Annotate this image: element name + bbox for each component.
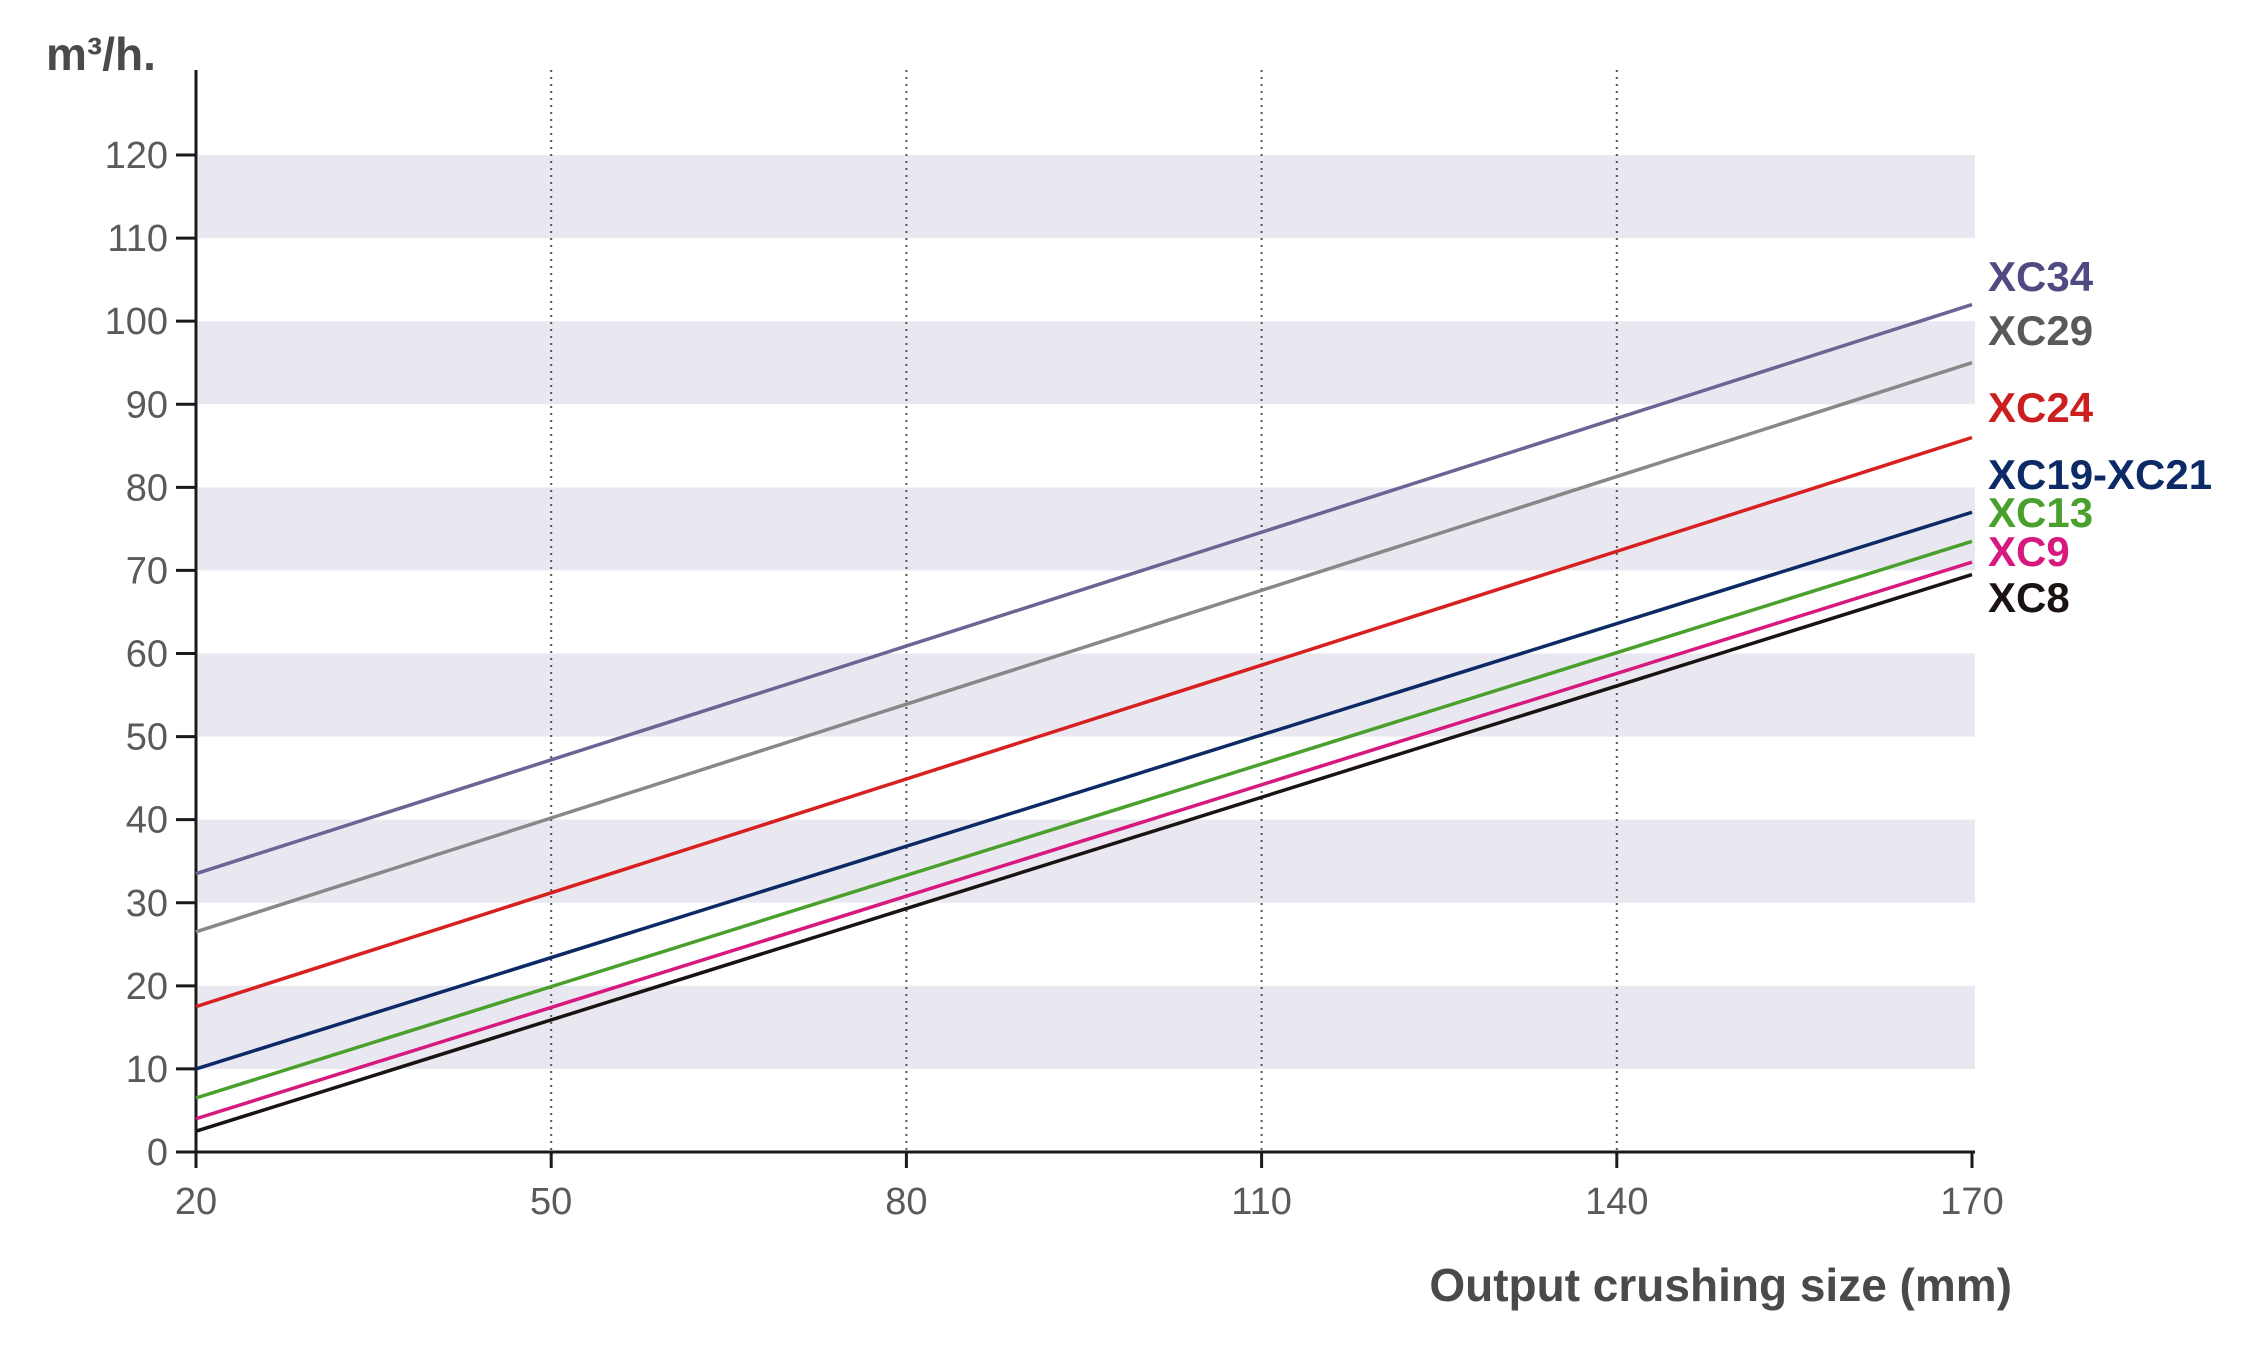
series-label-xc13: XC13 <box>1988 489 2093 536</box>
grid-band <box>198 487 1975 571</box>
y-tick-label: 120 <box>105 135 168 177</box>
grid-band <box>198 653 1975 737</box>
series-label-xc24: XC24 <box>1988 384 2094 431</box>
x-axis-ticks: 20 50 80 110 140 170 <box>175 1152 2004 1223</box>
y-tick-label: 20 <box>126 966 168 1008</box>
y-axis-ticks: 0 10 20 30 40 50 60 70 80 90 100 110 120 <box>105 135 196 1174</box>
x-tick-label: 110 <box>1231 1181 1292 1223</box>
x-axis-title: Output crushing size (mm) <box>1429 1259 2012 1311</box>
y-axis-title: m³/h. <box>46 28 156 80</box>
x-tick-label: 20 <box>175 1181 217 1223</box>
y-tick-label: 0 <box>147 1132 168 1174</box>
vertical-gridlines <box>550 70 1618 1152</box>
series-label-xc19-xc21: XC19-XC21 <box>1988 451 2212 498</box>
y-tick-label: 30 <box>126 883 168 925</box>
grid-band <box>198 985 1975 1069</box>
y-tick-label: 40 <box>126 800 168 842</box>
background-bands <box>198 155 1975 1069</box>
series-line-xc9 <box>195 560 1973 1121</box>
series-line-xc19-xc21 <box>195 510 1973 1071</box>
series-line-xc13 <box>195 539 1973 1100</box>
y-tick-label: 60 <box>126 634 168 676</box>
series-line-xc34 <box>195 302 1973 876</box>
grid-band <box>198 155 1975 239</box>
axes <box>194 70 1975 1154</box>
y-tick-label: 110 <box>107 218 168 260</box>
series-lines <box>195 302 1973 1133</box>
series-line-xc29 <box>195 361 1973 934</box>
grid-band <box>198 819 1975 903</box>
y-tick-label: 80 <box>126 467 168 509</box>
y-tick-label: 70 <box>126 550 168 592</box>
series-label-xc29: XC29 <box>1988 307 2093 354</box>
y-tick-label: 10 <box>126 1049 168 1091</box>
series-label-xc8: XC8 <box>1988 574 2070 621</box>
series-label-xc9: XC9 <box>1988 528 2070 575</box>
y-tick-label: 50 <box>126 717 168 759</box>
series-line-xc8 <box>195 572 1973 1133</box>
y-tick-label: 90 <box>126 384 168 426</box>
x-tick-label: 140 <box>1585 1181 1648 1223</box>
series-label-xc34: XC34 <box>1988 253 2094 300</box>
grid-band <box>198 321 1975 405</box>
series-line-xc24 <box>195 435 1973 1009</box>
x-tick-label: 170 <box>1940 1181 2003 1223</box>
x-tick-label: 80 <box>885 1181 927 1223</box>
y-tick-label: 100 <box>105 301 168 343</box>
x-tick-label: 50 <box>530 1181 572 1223</box>
